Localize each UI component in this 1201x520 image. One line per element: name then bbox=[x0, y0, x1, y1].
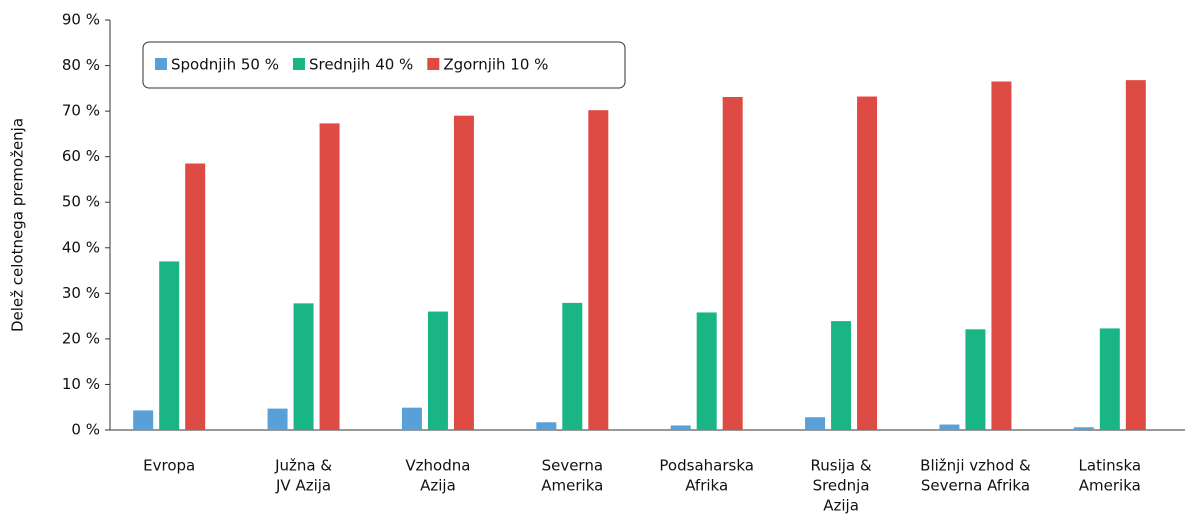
x-tick-label: Afrika bbox=[685, 477, 728, 495]
bar bbox=[939, 424, 960, 430]
x-tick-label: Amerika bbox=[1079, 477, 1141, 495]
y-tick-label: 0 % bbox=[71, 421, 100, 439]
x-tick-label: Azija bbox=[823, 497, 859, 515]
x-tick-label: Evropa bbox=[143, 457, 195, 475]
legend-label: Srednjih 40 % bbox=[309, 56, 413, 74]
y-tick-label: 60 % bbox=[62, 147, 100, 165]
x-tick-label: Bližnji vzhod & bbox=[920, 457, 1031, 475]
y-tick-label: 70 % bbox=[62, 102, 100, 120]
x-tick-label: Severna Afrika bbox=[921, 477, 1030, 495]
bar bbox=[805, 417, 826, 430]
y-tick-label: 80 % bbox=[62, 56, 100, 74]
x-tick-label: Severna bbox=[542, 457, 603, 475]
legend-label: Zgornjih 10 % bbox=[443, 56, 548, 74]
legend-swatch bbox=[292, 58, 305, 70]
bar bbox=[427, 311, 448, 430]
x-tick-label: Srednja bbox=[813, 477, 870, 495]
legend-swatch bbox=[427, 58, 440, 70]
bar bbox=[1099, 328, 1120, 430]
y-tick-label: 90 % bbox=[62, 11, 100, 29]
legend-box bbox=[142, 41, 626, 89]
bar bbox=[319, 123, 340, 431]
legend-label: Spodnjih 50 % bbox=[171, 56, 279, 74]
x-tick-label: JV Azija bbox=[275, 477, 331, 495]
x-tick-label: Rusija & bbox=[811, 457, 872, 475]
bar bbox=[696, 312, 717, 430]
bar bbox=[588, 110, 609, 430]
x-tick-label: Vzhodna bbox=[405, 457, 470, 475]
bar bbox=[670, 425, 691, 430]
bar bbox=[562, 302, 583, 430]
x-tick-label: Južna & bbox=[274, 457, 332, 475]
bar bbox=[1073, 427, 1094, 430]
bar bbox=[401, 407, 422, 430]
bar bbox=[857, 96, 878, 431]
bar bbox=[293, 303, 314, 430]
legend-swatch bbox=[155, 58, 167, 70]
x-tick-label: Latinska bbox=[1079, 457, 1142, 475]
bar bbox=[267, 408, 288, 430]
y-tick-label: 30 % bbox=[62, 284, 100, 302]
bar bbox=[185, 163, 206, 430]
x-tick-label: Podsaharska bbox=[659, 457, 754, 475]
y-tick-label: 40 % bbox=[62, 238, 100, 256]
bar bbox=[722, 96, 743, 430]
bar bbox=[1125, 80, 1146, 430]
y-tick-label: 50 % bbox=[62, 193, 100, 211]
bar bbox=[536, 422, 557, 430]
bar bbox=[965, 329, 986, 430]
bar bbox=[159, 261, 180, 430]
y-axis-label: Delež celotnega premoženja bbox=[9, 118, 27, 332]
y-tick-label: 10 % bbox=[62, 375, 100, 393]
bar bbox=[831, 321, 852, 430]
x-tick-label: Amerika bbox=[541, 477, 603, 495]
bar bbox=[453, 115, 474, 431]
legend: Spodnjih 50 % Srednjih 40 % Zgornjih 10 % bbox=[142, 41, 626, 89]
bar bbox=[133, 410, 154, 430]
x-tick-label: Azija bbox=[420, 477, 456, 495]
y-tick-label: 20 % bbox=[62, 329, 100, 347]
bar bbox=[991, 81, 1012, 430]
